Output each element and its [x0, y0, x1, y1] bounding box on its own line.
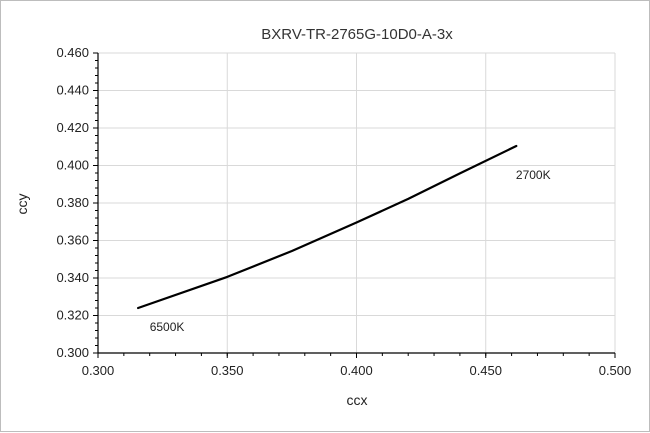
series-line	[137, 144, 518, 310]
x-tick-label: 0.350	[211, 363, 244, 378]
y-axis-ticks: 0.300 0.320 0.340 0.360 0.380 0.400 0.420 0.440…	[56, 45, 98, 360]
chart-title: BXRV-TR-2765G-10D0-A-3x	[261, 26, 453, 43]
y-tick-label: 0.300	[56, 345, 89, 360]
series-group	[137, 144, 518, 310]
y-tick-label: 0.320	[56, 308, 89, 323]
y-tick-label: 0.460	[56, 45, 89, 60]
x-tick-label: 0.450	[469, 363, 502, 378]
y-tick-label: 0.440	[56, 83, 89, 98]
x-tick-label: 0.500	[599, 363, 632, 378]
x-tick-label: 0.300	[82, 363, 115, 378]
annotations: 6500K 2700K	[150, 168, 551, 334]
y-tick-label: 0.360	[56, 233, 89, 248]
y-tick-label: 0.380	[56, 195, 89, 210]
y-tick-label: 0.340	[56, 270, 89, 285]
annotation-2700k: 2700K	[516, 168, 551, 182]
y-tick-label: 0.400	[56, 158, 89, 173]
x-tick-label: 0.400	[340, 363, 373, 378]
annotation-6500k: 6500K	[150, 320, 185, 334]
y-axis-title: ccy	[14, 194, 30, 215]
x-axis-ticks: 0.300 0.350 0.400 0.450 0.500	[82, 353, 632, 378]
grid	[98, 52, 616, 353]
x-axis-title: ccx	[347, 392, 368, 408]
y-tick-label: 0.420	[56, 120, 89, 135]
